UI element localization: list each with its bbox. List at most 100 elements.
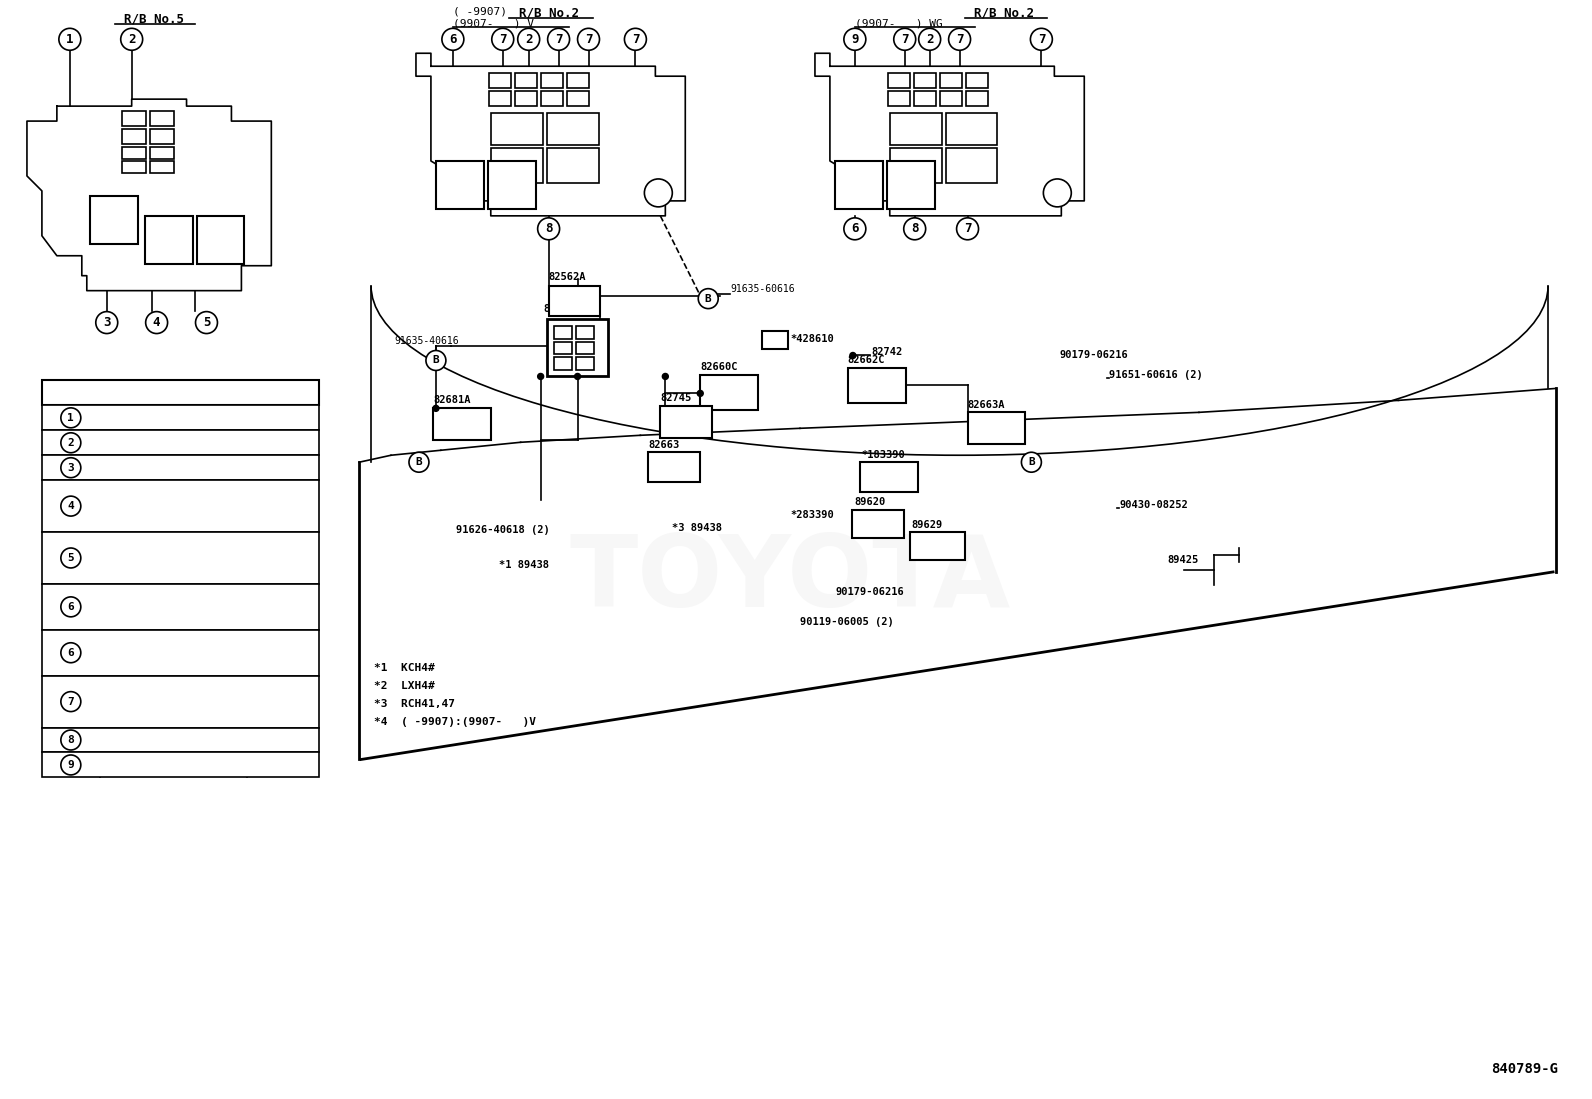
Text: 6: 6 xyxy=(67,647,75,657)
Bar xyxy=(490,148,543,182)
Circle shape xyxy=(697,390,704,397)
Text: 82600F: 82600F xyxy=(105,437,143,447)
Bar xyxy=(849,368,906,403)
Text: TOYOTA: TOYOTA xyxy=(570,532,1011,629)
Text: 7: 7 xyxy=(67,697,75,707)
Bar xyxy=(576,342,594,355)
Circle shape xyxy=(60,597,81,617)
Bar xyxy=(150,129,174,144)
Circle shape xyxy=(60,730,81,750)
Text: 85916P: 85916P xyxy=(105,463,143,473)
Circle shape xyxy=(59,29,81,51)
Text: 89425: 89425 xyxy=(1167,555,1199,565)
Text: R/B No.2: R/B No.2 xyxy=(974,7,1035,20)
Circle shape xyxy=(196,312,218,334)
Text: 2: 2 xyxy=(525,33,532,46)
Circle shape xyxy=(538,218,560,240)
Bar xyxy=(546,319,608,377)
Circle shape xyxy=(662,374,669,379)
Bar xyxy=(514,91,537,107)
Circle shape xyxy=(492,29,514,51)
Text: (9907-   ) V: (9907- ) V xyxy=(452,19,533,29)
Bar xyxy=(489,74,511,88)
Bar xyxy=(567,74,589,88)
Text: RCH4#: RCH4# xyxy=(266,602,301,612)
Circle shape xyxy=(433,406,439,411)
Text: 28300: 28300 xyxy=(105,735,137,745)
Text: 4: 4 xyxy=(67,501,75,511)
Bar xyxy=(121,160,145,173)
Bar xyxy=(648,453,700,482)
Text: 5: 5 xyxy=(202,317,210,329)
Circle shape xyxy=(624,29,646,51)
Text: 91626-40618 (2): 91626-40618 (2) xyxy=(455,525,549,535)
Bar xyxy=(939,74,962,88)
Bar xyxy=(966,74,987,88)
Circle shape xyxy=(60,643,81,663)
Text: 8: 8 xyxy=(911,222,919,235)
Circle shape xyxy=(96,312,118,334)
Circle shape xyxy=(575,374,581,379)
Bar xyxy=(914,74,936,88)
Bar xyxy=(890,113,941,145)
Text: 90119-06005 (2): 90119-06005 (2) xyxy=(801,617,893,626)
Circle shape xyxy=(844,218,866,240)
Text: PNC: PNC xyxy=(162,387,185,399)
Circle shape xyxy=(60,755,81,775)
Text: 8: 8 xyxy=(544,222,552,235)
Text: 82663: 82663 xyxy=(648,441,680,451)
Bar xyxy=(763,331,788,348)
Bar xyxy=(150,147,174,159)
Bar xyxy=(41,480,320,532)
Bar xyxy=(41,676,320,728)
Text: 2: 2 xyxy=(927,33,933,46)
Text: 5: 5 xyxy=(67,553,75,563)
Text: 8: 8 xyxy=(67,735,75,745)
Text: *2  LXH4#: *2 LXH4# xyxy=(374,680,435,690)
Circle shape xyxy=(904,218,925,240)
Text: REFER TO
FIG 84-14
(PNC 88263E): REFER TO FIG 84-14 (PNC 88263E) xyxy=(105,540,181,576)
Bar xyxy=(41,380,320,406)
Circle shape xyxy=(121,29,143,51)
Circle shape xyxy=(919,29,941,51)
Text: 7: 7 xyxy=(955,33,963,46)
Bar xyxy=(541,91,562,107)
Text: B: B xyxy=(416,457,422,467)
Text: ( -9907): ( -9907) xyxy=(452,7,506,16)
Text: 91635-60616: 91635-60616 xyxy=(731,284,794,293)
Bar xyxy=(661,407,712,439)
Bar xyxy=(487,160,535,209)
Text: 3: 3 xyxy=(67,463,75,473)
Text: 82742: 82742 xyxy=(872,347,903,357)
Text: 82663A: 82663A xyxy=(968,400,1005,410)
Circle shape xyxy=(538,374,543,379)
Text: *1  KCH4#: *1 KCH4# xyxy=(374,663,435,673)
Bar xyxy=(576,357,594,370)
Circle shape xyxy=(949,29,971,51)
Circle shape xyxy=(548,29,570,51)
Bar xyxy=(888,74,909,88)
Circle shape xyxy=(957,218,979,240)
Bar xyxy=(567,91,589,107)
Bar xyxy=(150,160,174,173)
Circle shape xyxy=(60,457,81,478)
Text: 6: 6 xyxy=(852,222,858,235)
Text: 82681A: 82681A xyxy=(433,396,470,406)
Text: 840789-G: 840789-G xyxy=(1492,1062,1559,1076)
Bar xyxy=(41,431,320,455)
Circle shape xyxy=(60,548,81,568)
Text: 2: 2 xyxy=(127,33,135,46)
Text: 6: 6 xyxy=(67,602,75,612)
Bar xyxy=(41,532,320,584)
Text: REFER TO
FIG 84-04
(PNC 85910F): REFER TO FIG 84-04 (PNC 85910F) xyxy=(105,589,181,625)
Text: 1: 1 xyxy=(67,33,73,46)
Bar xyxy=(554,325,572,338)
Bar xyxy=(860,463,917,492)
Bar xyxy=(41,630,320,676)
Text: 7: 7 xyxy=(584,33,592,46)
Bar xyxy=(41,584,320,630)
Text: 82662C: 82662C xyxy=(849,355,885,366)
Text: 82660C: 82660C xyxy=(700,363,737,373)
Text: *3 89438: *3 89438 xyxy=(672,523,723,533)
Text: 89620: 89620 xyxy=(855,497,887,507)
